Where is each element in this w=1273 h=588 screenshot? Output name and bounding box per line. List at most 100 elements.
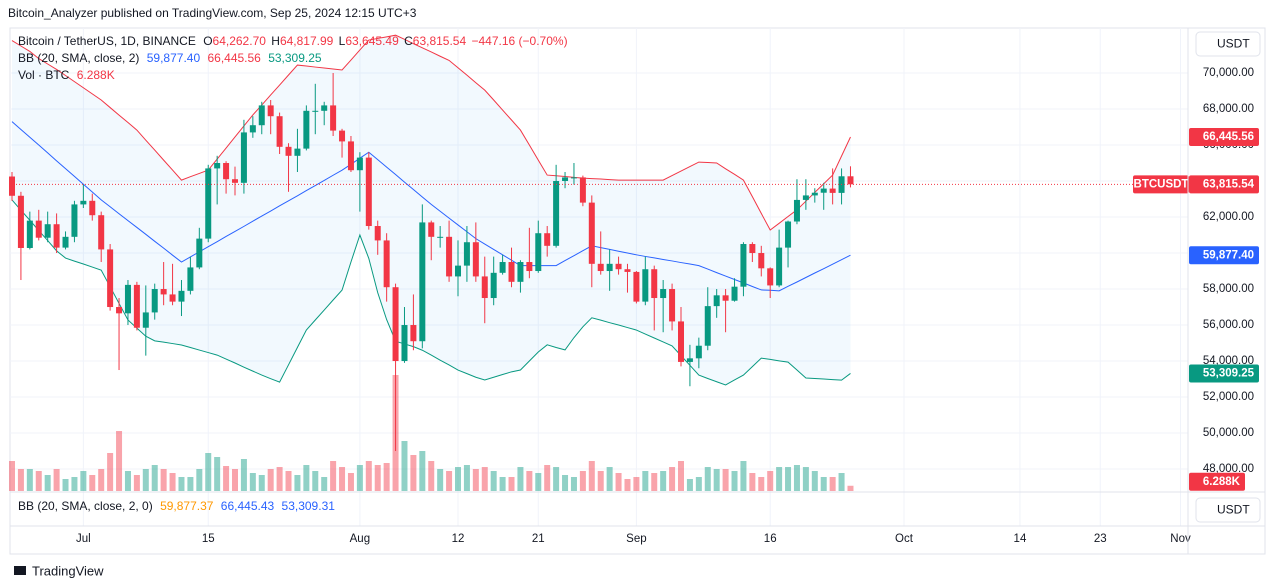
volume-bar — [285, 471, 292, 491]
c-letter: C — [404, 34, 413, 48]
volume-bar — [401, 441, 408, 491]
candle-body — [392, 287, 399, 362]
candle-body — [44, 224, 51, 238]
candle-body — [249, 125, 256, 133]
volume-bar — [240, 459, 247, 491]
y-tick-label: 54,000.00 — [1203, 355, 1254, 367]
volume-bar — [44, 475, 51, 491]
candle-body — [847, 176, 854, 185]
lower-legend: BB (20, SMA, close, 2, 0) 59,877.37 66,4… — [18, 499, 335, 513]
currency-label[interactable]: USDT — [1217, 37, 1250, 51]
bb-upper: 66,445.56 — [207, 51, 261, 65]
candle-body — [133, 284, 140, 328]
volume-bar — [142, 469, 149, 491]
volume-bar — [490, 471, 497, 491]
candle-body — [356, 157, 363, 171]
candle-body — [455, 265, 461, 277]
candle-body — [651, 269, 658, 299]
volume-bar — [847, 485, 854, 491]
legend-bb: BB (20, SMA, close, 2) 59,877.40 66,445.… — [18, 51, 322, 65]
ticker-tag: BTCUSDT — [1134, 178, 1189, 190]
volume-bar — [642, 471, 649, 491]
band-tag: 66,445.56 — [1203, 131, 1254, 143]
currency-button[interactable] — [1195, 31, 1261, 57]
volume-bar — [820, 477, 827, 491]
volume-bar — [428, 461, 435, 491]
candle-body — [579, 177, 586, 203]
lower-lower: 53,309.31 — [282, 499, 336, 513]
volume-bar — [731, 471, 738, 491]
candle-body — [196, 238, 203, 268]
volume-bar — [26, 469, 33, 491]
candle-body — [463, 242, 470, 266]
candle-body — [374, 226, 381, 241]
band-tag-bg — [1189, 364, 1259, 383]
candle-body — [785, 221, 792, 248]
y-tick-label: 50,000.00 — [1203, 427, 1254, 439]
y-tick-label: 58,000.00 — [1203, 283, 1254, 295]
volume-bar — [98, 469, 105, 491]
candle-body — [624, 269, 631, 272]
volume-bar — [695, 477, 702, 491]
x-tick-label: Nov — [1170, 533, 1191, 545]
publisher: Bitcoin_Analyzer published on TradingVie… — [8, 6, 417, 20]
band-tag: 53,309.25 — [1203, 367, 1255, 379]
candle-body — [383, 240, 390, 288]
close-tag: 63,815.54 — [1203, 178, 1255, 190]
volume-bar — [223, 466, 230, 491]
candle-body — [526, 262, 533, 272]
volume-bar — [446, 471, 453, 491]
volume-bar — [588, 461, 595, 491]
candle-body — [232, 179, 238, 183]
bb-label: BB (20, SMA, close, 2) — [18, 51, 139, 65]
candle-body — [187, 267, 194, 291]
volume-bar — [133, 475, 140, 491]
legend-ohlc: Bitcoin / TetherUS, 1D, BINANCE O64,262.… — [18, 34, 568, 48]
volume-bar — [767, 471, 774, 491]
volume-bar — [686, 479, 693, 491]
x-tick-label: Aug — [350, 533, 370, 545]
l-value: 63,645.49 — [345, 34, 399, 48]
volume-bar — [472, 469, 479, 491]
volume-bar — [374, 465, 381, 491]
candle-body — [160, 289, 167, 295]
x-tick-label: Sep — [626, 533, 646, 545]
candle-body — [151, 289, 158, 313]
candle-body — [410, 325, 417, 342]
candle-body — [53, 224, 60, 248]
candle-body — [713, 295, 720, 307]
candle-body — [793, 199, 800, 222]
volume-bar — [802, 467, 809, 491]
y-tick-label: 68,000.00 — [1203, 103, 1254, 115]
volume-bar — [463, 465, 470, 491]
change: −447.16 (−0.70%) — [472, 34, 568, 48]
volume-bar — [214, 457, 221, 491]
lower-upper: 66,445.43 — [221, 499, 275, 513]
logo-mark — [14, 566, 26, 575]
candle-body — [660, 289, 667, 299]
bb-line — [11, 34, 851, 231]
currency-button-lower[interactable] — [1195, 497, 1261, 523]
x-tick-label: Jul — [76, 533, 91, 545]
vol-value: 6.288K — [77, 68, 115, 82]
candle-body — [178, 290, 185, 302]
volume-bar — [53, 469, 60, 491]
candle-body — [740, 244, 747, 287]
candle-body — [499, 262, 506, 273]
candle-body — [169, 294, 176, 302]
volume-bar — [276, 467, 283, 491]
candle-body — [294, 148, 301, 156]
x-tick-label: 14 — [1014, 533, 1027, 545]
volume-bar — [17, 469, 24, 491]
volume-bar — [267, 469, 274, 491]
volume-bar — [562, 475, 569, 491]
volume-bar — [205, 453, 212, 491]
candle-body — [205, 168, 212, 239]
volume-bar — [624, 479, 631, 491]
volume-bar — [383, 463, 390, 491]
h-letter: H — [271, 34, 280, 48]
volume-bar — [749, 473, 756, 491]
candle-body — [472, 242, 479, 277]
currency-label-lower[interactable]: USDT — [1217, 503, 1250, 517]
volume-bar — [499, 477, 506, 491]
